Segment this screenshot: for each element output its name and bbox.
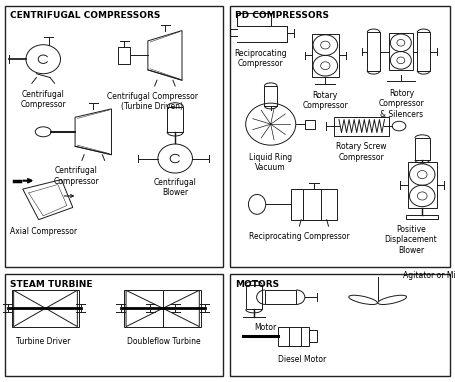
Bar xyxy=(265,290,296,304)
Text: Reciprocating
Compressor: Reciprocating Compressor xyxy=(234,49,287,68)
Text: Motor: Motor xyxy=(254,323,276,332)
Bar xyxy=(246,285,262,309)
Bar xyxy=(406,215,438,219)
Text: Doubleflow Turbine: Doubleflow Turbine xyxy=(127,337,201,346)
Text: Axial Compressor: Axial Compressor xyxy=(10,227,77,236)
Text: Agitator or Mixer: Agitator or Mixer xyxy=(403,271,455,280)
Bar xyxy=(408,162,437,208)
Text: Diesel Motor: Diesel Motor xyxy=(278,355,327,364)
Bar xyxy=(12,290,79,327)
Text: MOTORS: MOTORS xyxy=(235,280,279,289)
Text: CENTRIFUGAL COMPRESSORS: CENTRIFUGAL COMPRESSORS xyxy=(10,11,160,21)
Bar xyxy=(389,33,413,70)
Bar xyxy=(305,120,315,129)
Text: Centrifugal
Compressor: Centrifugal Compressor xyxy=(20,90,66,109)
Bar xyxy=(5,274,223,376)
Bar xyxy=(5,6,223,267)
Bar xyxy=(118,47,130,64)
Bar xyxy=(278,327,309,346)
Text: Rotary
Compressor: Rotary Compressor xyxy=(303,91,348,110)
Text: Reciprocating Compressor: Reciprocating Compressor xyxy=(249,232,350,241)
Text: Rotary Screw
Compressor: Rotary Screw Compressor xyxy=(337,142,387,162)
Bar xyxy=(167,107,183,132)
Bar xyxy=(312,34,339,77)
Text: Liquid Ring
Vacuum: Liquid Ring Vacuum xyxy=(249,153,292,172)
Bar xyxy=(415,138,430,160)
Bar xyxy=(367,32,380,71)
Bar xyxy=(417,32,430,71)
Text: Rotory
Compressor
& Silencers: Rotory Compressor & Silencers xyxy=(379,89,425,119)
Text: STEAM TURBINE: STEAM TURBINE xyxy=(10,280,92,289)
Bar xyxy=(264,86,277,106)
Text: Centrifugal
Compressor: Centrifugal Compressor xyxy=(54,166,99,186)
Text: Turbine Driver: Turbine Driver xyxy=(16,337,71,346)
Bar xyxy=(309,330,317,342)
Text: PD COMPRESSORS: PD COMPRESSORS xyxy=(235,11,329,21)
Text: Centrifugal Compressor
(Turbine Driven): Centrifugal Compressor (Turbine Driven) xyxy=(107,92,198,111)
Bar xyxy=(124,290,163,327)
Bar xyxy=(230,274,450,376)
Bar xyxy=(163,290,201,327)
Text: Centrifugal
Blower: Centrifugal Blower xyxy=(154,178,197,197)
Text: Positive
Displacement
Blower: Positive Displacement Blower xyxy=(384,225,437,255)
Bar xyxy=(230,6,450,267)
Bar xyxy=(291,189,337,220)
Bar xyxy=(334,117,389,136)
